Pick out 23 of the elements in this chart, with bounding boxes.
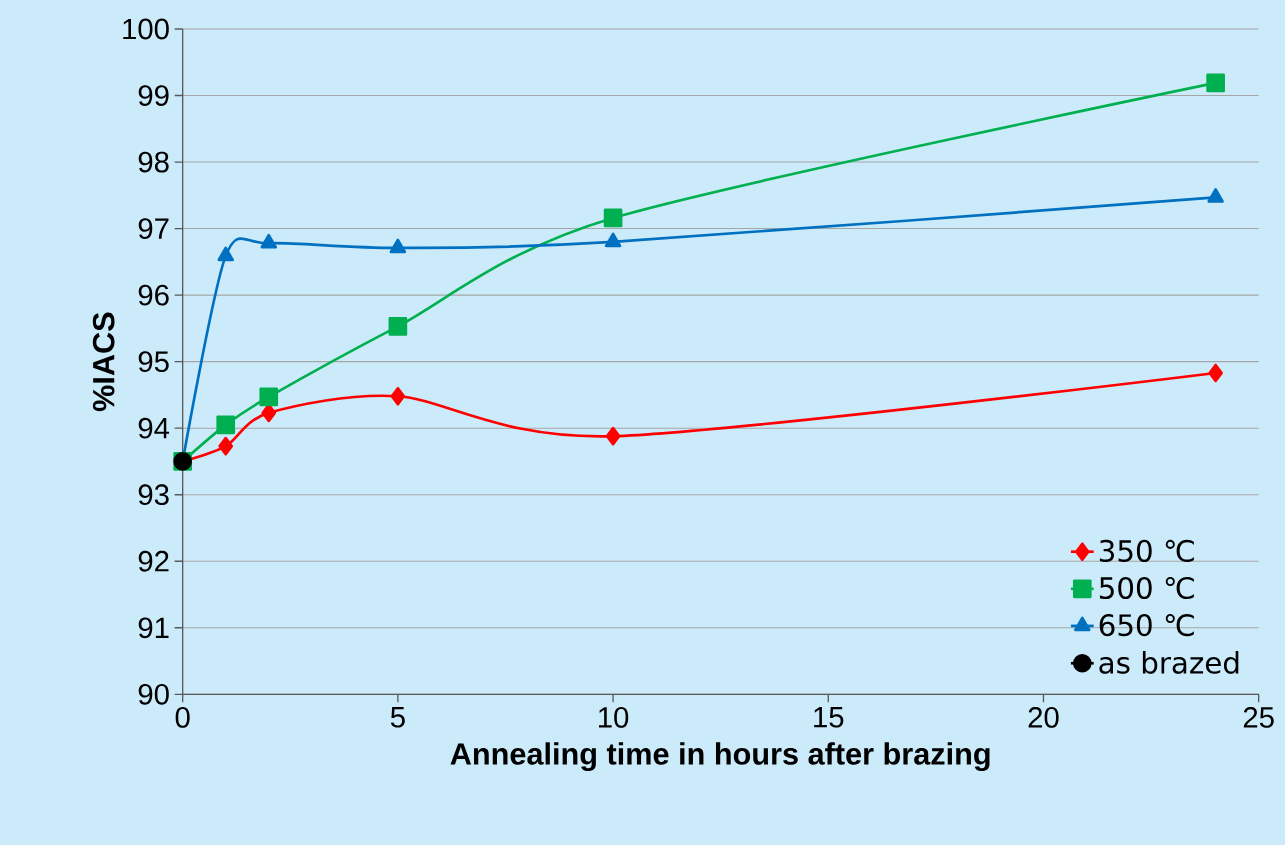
y-tick-label: 98: [138, 151, 169, 173]
y-tick-label: 94: [138, 417, 170, 439]
x-tick-label: 0: [175, 707, 190, 728]
y-tick-label: 96: [138, 284, 169, 306]
legend-label: 500 ℃: [1099, 576, 1194, 600]
y-axis-title: %IACS: [92, 312, 115, 412]
y-tick-label: 97: [138, 218, 169, 239]
x-tick-label: 20: [1028, 707, 1059, 728]
x-tick-label: 5: [390, 707, 405, 728]
y-tick-label: 99: [138, 85, 169, 106]
x-tick-label: 10: [599, 707, 629, 728]
y-tick-label: 91: [138, 617, 169, 639]
y-tick-label: 90: [138, 683, 169, 705]
y-tick-label: 92: [138, 550, 169, 572]
x-tick-label: 25: [1243, 707, 1274, 728]
x-tick-label: 15: [814, 707, 844, 728]
y-tick-label: 95: [138, 351, 169, 373]
legend-label: 650 ℃: [1099, 614, 1194, 637]
legend-label: 350 ℃: [1099, 539, 1194, 562]
y-tick-label: 100: [123, 18, 169, 40]
legend-label: as brazed: [1099, 651, 1239, 674]
x-axis-title: Annealing time in hours after brazing: [450, 742, 990, 772]
y-tick-label: 93: [138, 484, 169, 506]
